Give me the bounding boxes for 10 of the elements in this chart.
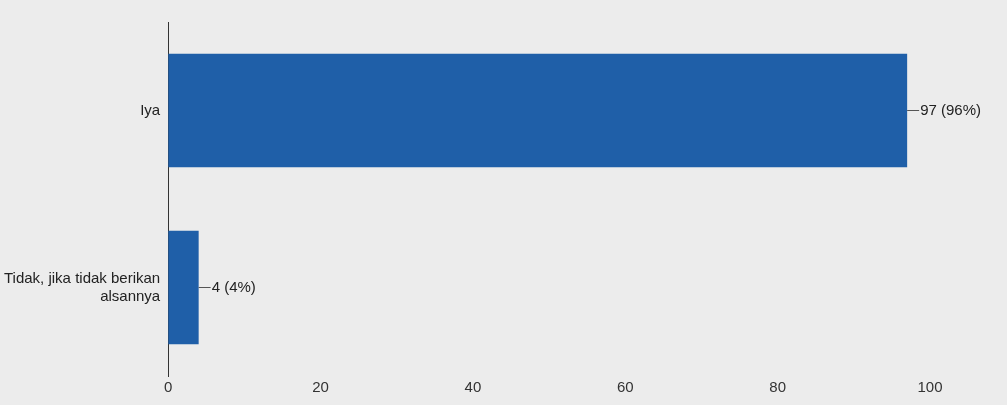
data-label: 97 (96%): [920, 100, 982, 118]
x-tick-label: 100: [917, 378, 943, 396]
x-tick-label: 20: [312, 378, 329, 396]
data-label: 4 (4%): [211, 277, 256, 295]
x-tick-label: 0: [164, 378, 173, 396]
y-tick-label: Iya: [140, 100, 161, 118]
x-tick-label: 60: [616, 378, 634, 396]
x-tick-label: 40: [464, 378, 482, 396]
y-tick-label: Tidak, jika tidak berikan alsannya: [3, 268, 161, 304]
x-tick-label: 80: [769, 378, 786, 396]
